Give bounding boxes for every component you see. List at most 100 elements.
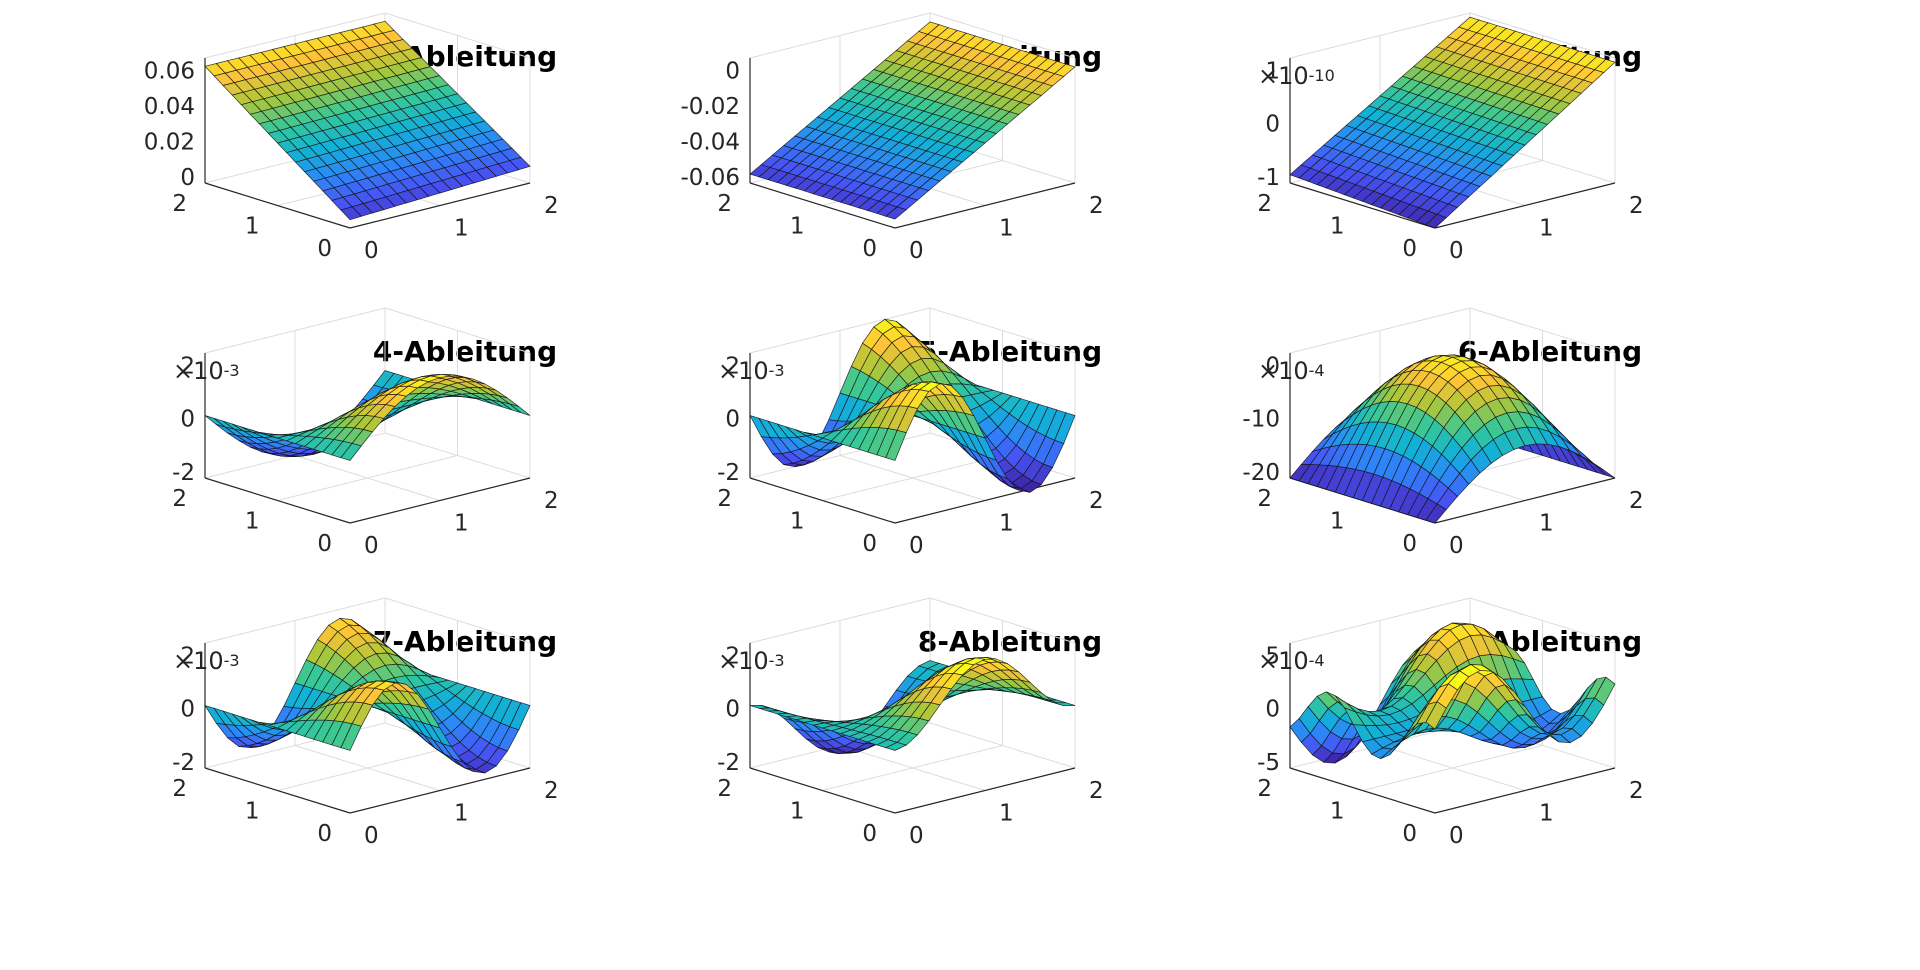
surface: [1289, 354, 1616, 524]
x-tick-label: 2: [544, 488, 559, 514]
y-tick-label: 0: [317, 821, 332, 847]
z-tick-label: -5: [1257, 750, 1280, 776]
z-tick-label: -2: [172, 750, 195, 776]
z-tick-label: -0.06: [680, 165, 740, 191]
subplot-4: 4-Ableitung ×10-3 2 0 -2 2 1 0 0 1 2: [165, 307, 765, 635]
y-tick-label: 2: [717, 486, 732, 512]
z-tick-label: -10: [1242, 407, 1280, 433]
subplot-7: 7-Ableitung ×10-3 2 0 -2 2 1 0 0 1 2: [165, 597, 765, 925]
y-tick-label: 2: [717, 776, 732, 802]
surface-patch: [1054, 412, 1076, 444]
z-tick-label: 2: [180, 354, 195, 380]
y-tick-label: 1: [790, 799, 805, 825]
y-tick-label: 0: [317, 236, 332, 262]
z-tick-label: 0: [725, 407, 740, 433]
surface-patch: [1053, 63, 1076, 77]
surface-patch: [1054, 702, 1076, 707]
surface-patch: [509, 156, 531, 171]
z-tick-label: 0.02: [144, 129, 195, 155]
y-tick-label: 0: [862, 531, 877, 557]
subplot-9: 9-Ableitung ×10-4 5 0 -5 2 1 0 0 1 2: [1250, 597, 1850, 925]
x-tick-label: 0: [909, 533, 924, 559]
z-tick-label: -1: [1257, 165, 1280, 191]
x-tick-label: 1: [999, 216, 1014, 242]
surface: [204, 370, 531, 461]
z-tick-label: 0: [1265, 112, 1280, 138]
x-tick-label: 0: [364, 238, 379, 264]
y-tick-label: 2: [1257, 776, 1272, 802]
subplot-1: 1-Ableitung 0.06 0.04 0.02 0 2 1 0 0 1 2: [144, 12, 765, 340]
surface: [204, 20, 531, 221]
z-tick-label: 2: [180, 644, 195, 670]
surface-patch: [1469, 663, 1493, 672]
z-tick-label: 0: [180, 407, 195, 433]
x-tick-label: 0: [364, 823, 379, 849]
surface: [204, 617, 531, 774]
z-tick-label: 0: [725, 59, 740, 85]
x-tick-label: 2: [1089, 488, 1104, 514]
y-tick-label: 2: [1257, 191, 1272, 217]
y-tick-label: 1: [1330, 214, 1345, 240]
x-tick-label: 1: [454, 801, 469, 827]
z-tick-label: 0: [1265, 697, 1280, 723]
y-tick-label: 0: [1402, 531, 1417, 557]
subplot-5: 5-Ableitung ×10-3 2 0 -2 2 1 0 0 1 2: [710, 307, 1310, 635]
x-tick-label: 2: [544, 193, 559, 219]
surface-patch: [509, 403, 531, 416]
subplot-6: 6-Ableitung ×10-4 0 -10 -20 2 1 0 0 1 2: [1242, 307, 1850, 635]
subplot-8: 8-Ableitung ×10-3 2 0 -2 2 1 0 0 1 2: [710, 597, 1310, 925]
z-tick-label: -2: [717, 460, 740, 486]
axis-exponent: ×10-10: [1258, 62, 1335, 90]
y-tick-label: 2: [172, 486, 187, 512]
y-tick-label: 1: [1330, 509, 1345, 535]
y-tick-label: 1: [1330, 799, 1345, 825]
axes-box: [1289, 597, 1616, 814]
y-tick-label: 1: [245, 509, 260, 535]
y-tick-label: 1: [245, 214, 260, 240]
z-tick-label: -0.04: [680, 129, 740, 155]
surface: [749, 318, 1076, 493]
y-tick-label: 1: [790, 509, 805, 535]
surface: [749, 657, 1076, 754]
y-tick-label: 2: [717, 191, 732, 217]
axis-exponent: ×10-3: [173, 647, 240, 675]
x-tick-label: 2: [544, 778, 559, 804]
z-tick-label: 2: [725, 644, 740, 670]
z-tick-label: 5: [1265, 644, 1280, 670]
x-tick-label: 1: [1539, 216, 1554, 242]
x-tick-label: 0: [364, 533, 379, 559]
x-tick-label: 2: [1089, 193, 1104, 219]
x-tick-label: 0: [1449, 533, 1464, 559]
z-tick-label: 0: [180, 697, 195, 723]
axis-exponent: ×10-3: [718, 357, 785, 385]
z-tick-label: 0: [180, 165, 195, 191]
x-tick-label: 2: [1629, 488, 1644, 514]
surface: [1289, 622, 1616, 764]
z-tick-label: -0.02: [680, 94, 740, 120]
y-tick-label: 2: [172, 191, 187, 217]
axis-exponent: ×10-3: [718, 647, 785, 675]
x-tick-label: 0: [909, 823, 924, 849]
x-tick-label: 2: [1629, 778, 1644, 804]
z-tick-label: 0: [1265, 354, 1280, 380]
surface-patch: [1594, 676, 1616, 706]
z-tick-label: 2: [725, 354, 740, 380]
y-tick-label: 0: [862, 236, 877, 262]
surface-patch: [1594, 59, 1616, 73]
y-tick-label: 0: [862, 821, 877, 847]
x-tick-label: 0: [1449, 823, 1464, 849]
x-tick-label: 0: [1449, 238, 1464, 264]
x-tick-label: 2: [1089, 778, 1104, 804]
x-tick-label: 0: [909, 238, 924, 264]
y-tick-label: 0: [1402, 236, 1417, 262]
axis-exponent: ×10-3: [173, 357, 240, 385]
